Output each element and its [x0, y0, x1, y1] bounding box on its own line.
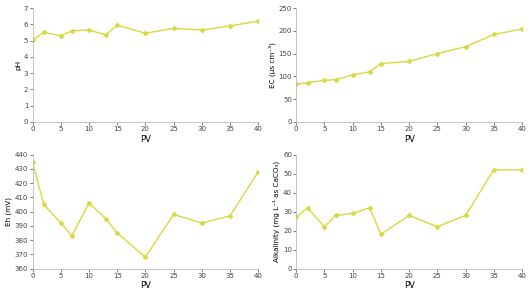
X-axis label: PV: PV: [140, 135, 151, 144]
Y-axis label: EC (μs cm⁻³): EC (μs cm⁻³): [268, 42, 276, 88]
X-axis label: PV: PV: [404, 135, 414, 144]
X-axis label: PV: PV: [404, 281, 414, 290]
Y-axis label: pH: pH: [15, 60, 21, 70]
Y-axis label: Eh (mV): Eh (mV): [5, 197, 12, 226]
Y-axis label: Alkalinity (mg L⁻¹ as CaCO₃): Alkalinity (mg L⁻¹ as CaCO₃): [273, 161, 280, 262]
X-axis label: PV: PV: [140, 281, 151, 290]
